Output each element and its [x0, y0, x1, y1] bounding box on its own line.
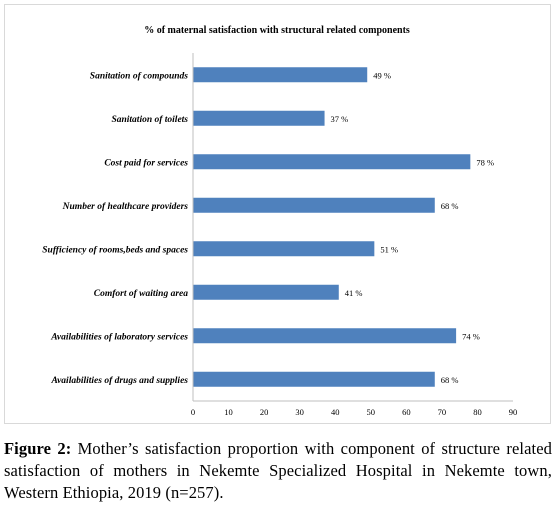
figure-caption: Figure 2: Mother’s satisfaction proporti… — [4, 438, 552, 504]
bar — [193, 154, 471, 170]
bar — [193, 67, 368, 83]
bar — [193, 328, 457, 344]
caption-label: Figure 2: — [4, 439, 72, 458]
x-tick-label: 20 — [260, 407, 269, 417]
category-label: Availabilities of drugs and supplies — [50, 376, 188, 386]
data-label: 68 % — [441, 201, 459, 211]
category-label: Availabilities of laboratory services — [50, 332, 188, 342]
data-label: 41 % — [345, 288, 363, 298]
data-label: 78 % — [476, 157, 494, 167]
data-label: 68 % — [441, 375, 459, 385]
x-tick-label: 80 — [473, 407, 482, 417]
chart-frame: % of maternal satisfaction with structur… — [4, 4, 551, 424]
data-label: 37 % — [331, 114, 349, 124]
x-tick-label: 90 — [509, 407, 518, 417]
x-tick-label: 70 — [438, 407, 447, 417]
data-label: 49 % — [373, 70, 391, 80]
category-label: Comfort of waiting area — [94, 289, 188, 299]
bar-chart: % of maternal satisfaction with structur… — [42, 25, 518, 417]
x-tick-label: 10 — [224, 407, 233, 417]
chart-title: % of maternal satisfaction with structur… — [144, 25, 410, 36]
category-label: Sufficiency of rooms,beds and spaces — [42, 245, 188, 255]
data-label: 74 % — [462, 331, 480, 341]
x-tick-label: 40 — [331, 407, 340, 417]
bar — [193, 371, 435, 387]
bar — [193, 284, 339, 300]
caption-text: Mother’s satisfaction proportion with co… — [4, 439, 552, 502]
category-label: Cost paid for services — [104, 158, 188, 168]
category-label: Sanitation of toilets — [111, 115, 188, 125]
x-tick-label: 50 — [367, 407, 376, 417]
bar — [193, 110, 325, 126]
bar — [193, 241, 375, 257]
bar — [193, 197, 435, 213]
x-tick-label: 60 — [402, 407, 411, 417]
x-tick-label: 0 — [191, 407, 195, 417]
category-label: Number of healthcare providers — [62, 202, 189, 212]
x-tick-label: 30 — [295, 407, 304, 417]
data-label: 51 % — [380, 244, 398, 254]
category-label: Sanitation of compounds — [90, 71, 188, 81]
